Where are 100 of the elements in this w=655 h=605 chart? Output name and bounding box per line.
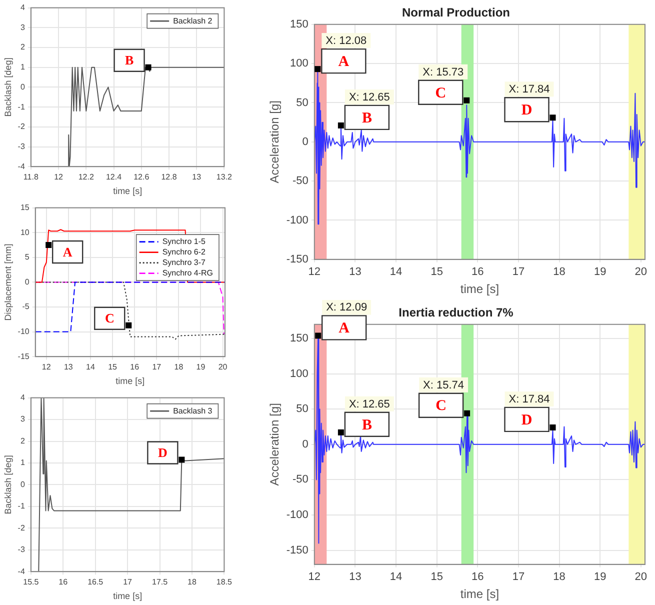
y-tick-label: 2 — [20, 436, 26, 446]
x-tick-label: 16 — [472, 571, 484, 584]
x-tick-label: 19 — [594, 571, 606, 584]
annotation: X: 15.74 — [423, 379, 464, 392]
x-tick-label: 12 — [308, 571, 321, 584]
y-tick-label: 0 — [302, 136, 308, 148]
annotation: X: 17.84 — [508, 84, 550, 96]
x-tick-label: 16 — [130, 362, 140, 372]
x-tick-label: 12.2 — [78, 172, 94, 182]
x-axis-title: time [s] — [460, 587, 500, 602]
x-tick-label: 14 — [86, 362, 96, 372]
annotation: D — [521, 412, 532, 428]
y-tick-label: 0 — [24, 277, 30, 286]
x-tick-label: 18 — [188, 578, 197, 587]
x-tick-label: 15 — [430, 571, 443, 584]
y-tick-label: -150 — [286, 253, 308, 266]
y-tick-label: 15 — [20, 203, 30, 212]
x-tick-label: 13.2 — [216, 172, 233, 182]
annotation: B — [362, 417, 372, 434]
y-tick-label: 100 — [290, 368, 308, 380]
x-tick-label: 12.8 — [161, 172, 178, 182]
x-tick-label: 17 — [512, 571, 525, 584]
x-axis-title: time [s] — [113, 591, 142, 602]
x-tick-label: 13 — [192, 172, 202, 182]
y-tick-label: 4 — [20, 393, 26, 402]
y-tick-label: -2 — [18, 523, 26, 532]
y-tick-label: 0 — [20, 82, 26, 92]
x-tick-label: 18 — [553, 571, 566, 584]
annotation: C — [104, 310, 114, 326]
legend-label: Backlash 2 — [173, 16, 213, 26]
x-tick-label: 13 — [349, 571, 362, 584]
annotation: X: 12.65 — [348, 91, 390, 104]
x-tick-label: 18 — [174, 362, 184, 372]
y-tick-label: -3 — [18, 545, 26, 554]
y-tick-label: 1 — [20, 62, 26, 72]
y-tick-label: -50 — [292, 474, 308, 486]
legend-label: Synchro 6-2 — [162, 248, 206, 257]
x-tick-label: 19 — [196, 362, 206, 372]
x-tick-label: 18.5 — [216, 578, 233, 587]
legend-label: Backlash 3 — [173, 406, 213, 416]
chart-title: Normal Production — [402, 6, 510, 20]
y-tick-label: 2 — [20, 42, 26, 52]
x-tick-label: 17 — [512, 266, 525, 278]
annotation: A — [338, 320, 350, 337]
y-tick-label: -15 — [18, 352, 30, 361]
y-tick-label: -5 — [22, 302, 30, 312]
x-tick-label: 20 — [634, 266, 648, 278]
annotation: D — [521, 102, 532, 118]
x-tick-label: 14 — [390, 571, 402, 584]
y-tick-label: 0 — [20, 480, 26, 489]
x-tick-label: 17.5 — [152, 578, 168, 587]
x-tick-label: 15 — [108, 362, 118, 372]
y-tick-label: 1 — [20, 458, 26, 468]
y-tick-label: 150 — [290, 332, 308, 345]
x-tick-label: 17 — [152, 362, 162, 372]
y-tick-label: 10 — [20, 228, 30, 237]
legend-label: Synchro 1-5 — [162, 237, 206, 246]
legend-label: Synchro 4-RG — [162, 268, 214, 278]
x-tick-label: 16 — [58, 578, 68, 587]
y-axis-title: Displacement [mm] — [2, 244, 13, 321]
x-tick-label: 15 — [430, 266, 443, 278]
annotation: C — [436, 398, 446, 414]
x-tick-label: 12.6 — [134, 172, 150, 182]
y-axis-title: Acceleration [g] — [268, 100, 282, 184]
x-tick-label: 13 — [64, 362, 74, 372]
y-tick-label: -100 — [286, 214, 308, 226]
annotation: A — [62, 244, 73, 260]
x-tick-label: 15.5 — [23, 578, 40, 587]
y-tick-label: 50 — [296, 403, 308, 416]
y-tick-label: -10 — [18, 327, 30, 336]
annotation: X: 12.09 — [326, 302, 368, 314]
y-tick-label: -2 — [18, 122, 26, 132]
x-tick-label: 12 — [308, 266, 321, 278]
x-axis-title: time [s] — [460, 282, 500, 296]
y-tick-label: -50 — [292, 175, 308, 188]
x-tick-label: 13 — [349, 266, 362, 278]
legend-label: Synchro 3-7 — [162, 258, 206, 268]
x-tick-label: 12.4 — [106, 172, 122, 182]
y-tick-label: -4 — [18, 162, 26, 171]
annotation: C — [435, 85, 446, 102]
x-tick-label: 16 — [472, 266, 484, 278]
y-tick-label: -150 — [286, 544, 308, 556]
y-tick-label: 50 — [296, 96, 308, 109]
x-axis-title: time [s] — [113, 186, 142, 196]
y-tick-label: 150 — [290, 18, 308, 30]
y-tick-label: 5 — [24, 252, 30, 262]
x-tick-label: 12 — [42, 362, 52, 372]
x-tick-label: 20 — [218, 362, 228, 372]
annotation: X: 15.73 — [422, 66, 464, 78]
annotation: X: 17.84 — [508, 393, 550, 406]
x-tick-label: 17 — [123, 578, 133, 587]
y-tick-label: 3 — [20, 414, 26, 424]
y-tick-label: -1 — [18, 502, 26, 511]
y-tick-label: 100 — [290, 58, 308, 70]
annotation: D — [158, 445, 168, 460]
y-tick-label: -1 — [18, 102, 26, 112]
y-tick-label: 3 — [20, 22, 26, 32]
annotation: A — [338, 54, 350, 70]
y-tick-label: 0 — [302, 438, 308, 450]
annotation: B — [124, 52, 134, 68]
